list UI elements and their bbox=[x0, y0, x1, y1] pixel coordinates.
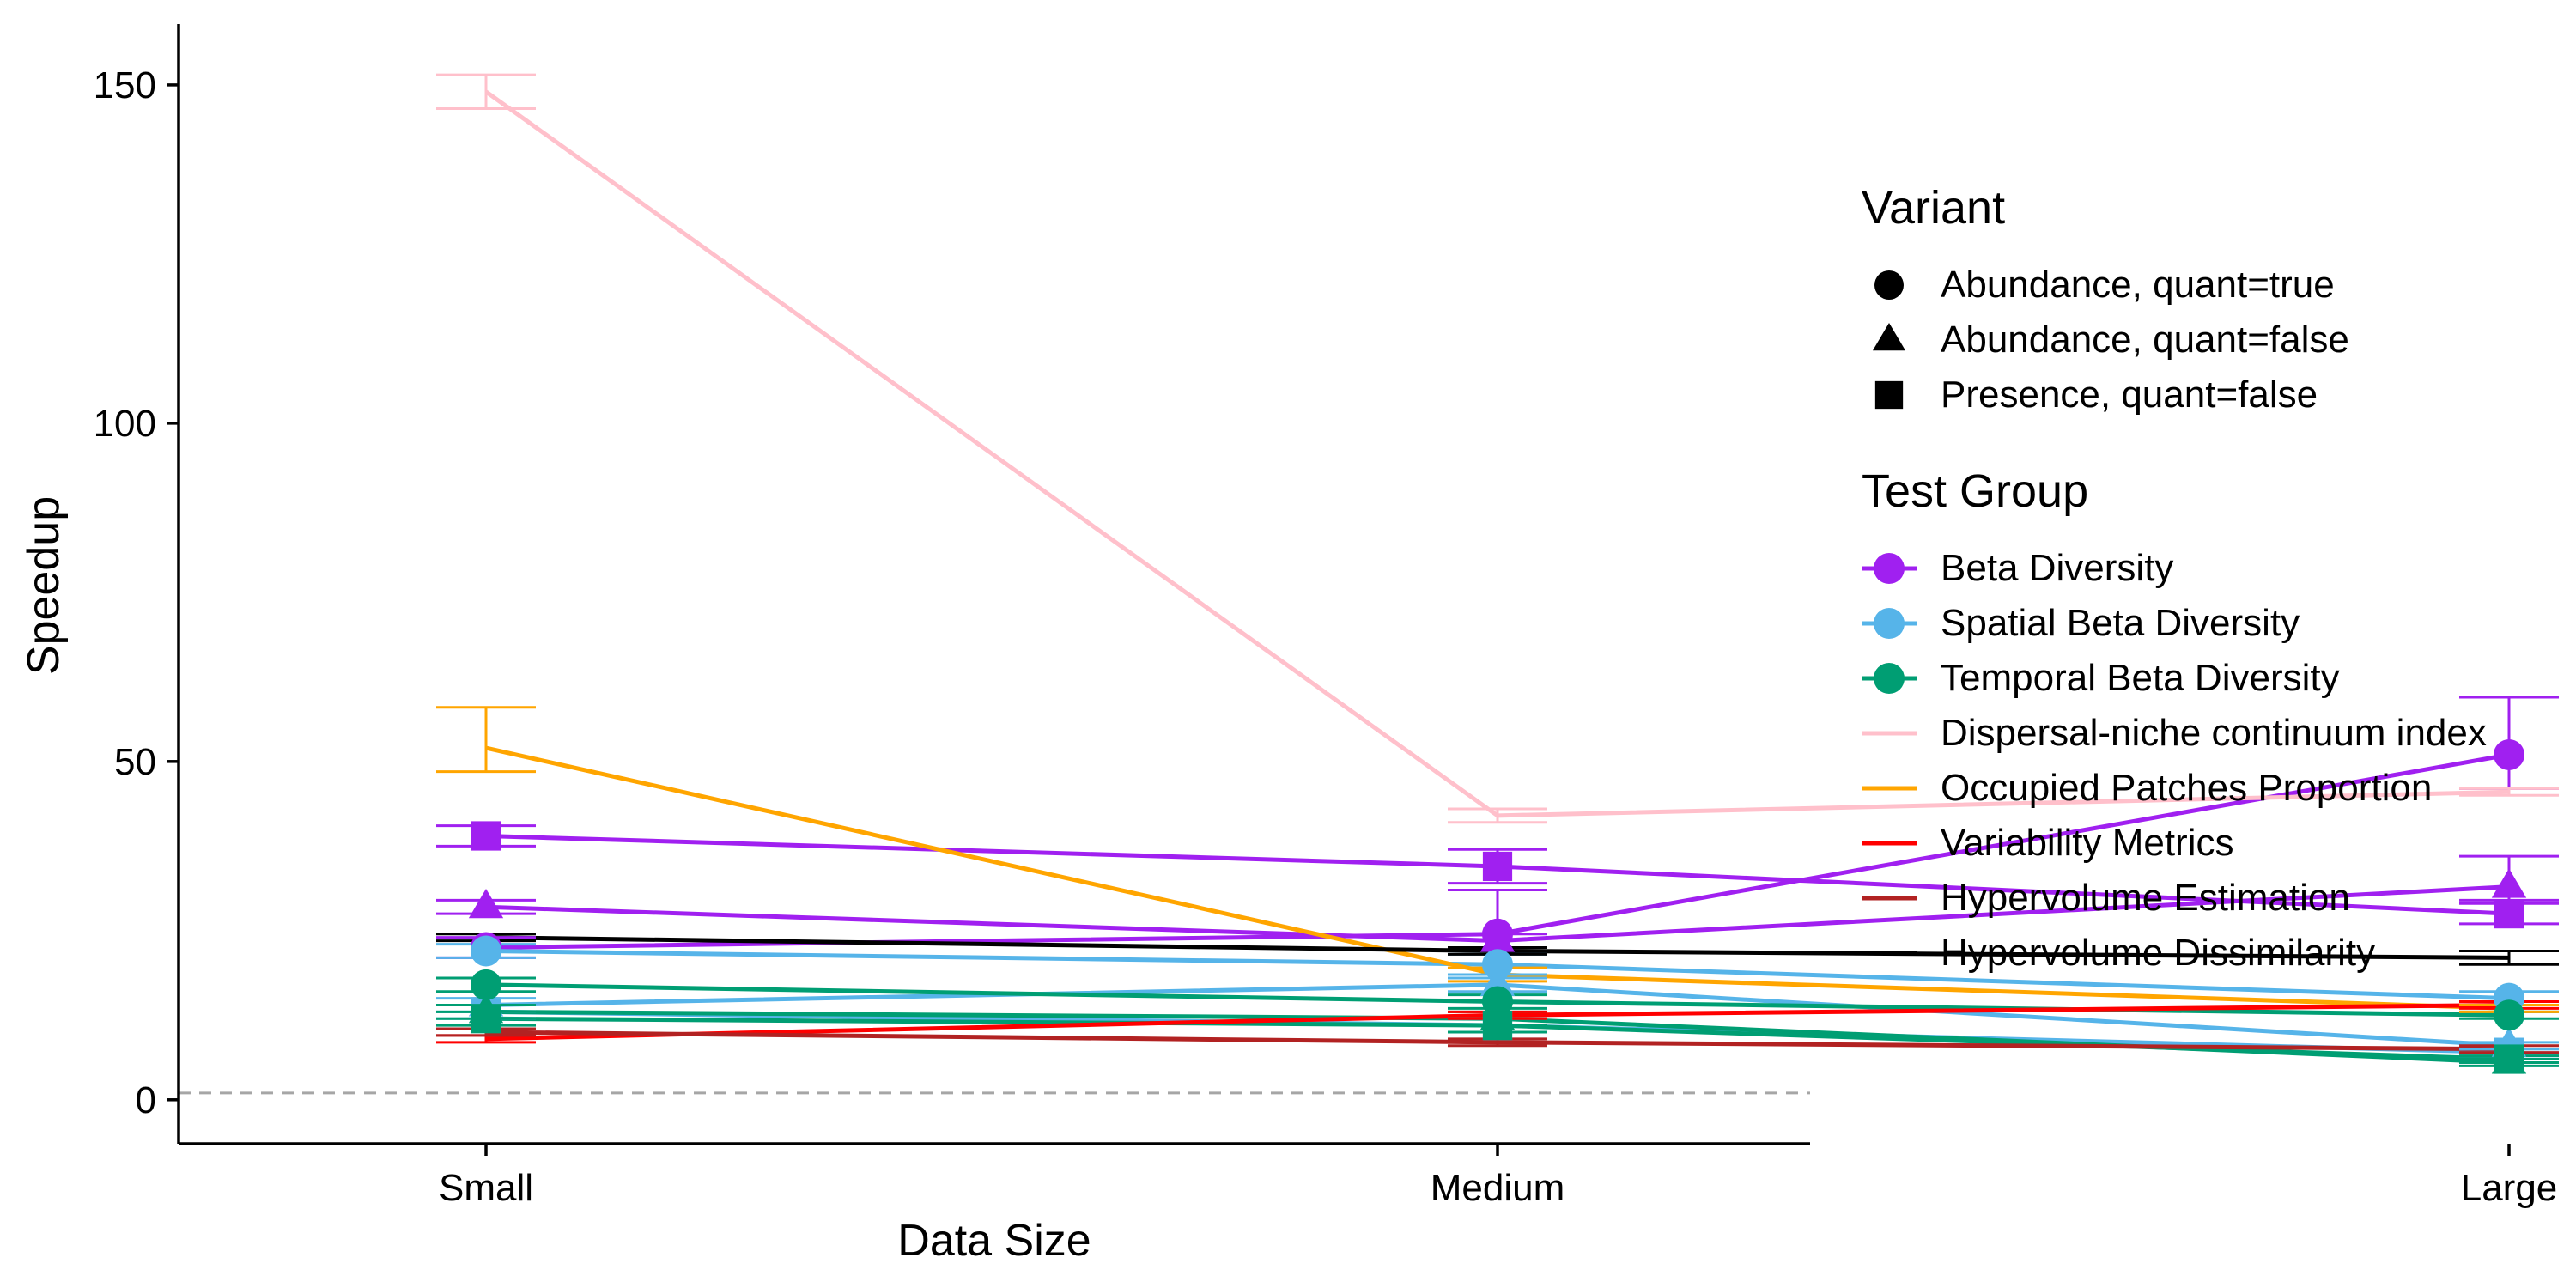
legend-title: Variant bbox=[1862, 182, 2005, 234]
y-tick-label: 150 bbox=[94, 64, 156, 106]
x-ticks: Small Medium Large bbox=[439, 1144, 2557, 1209]
legend-label: Abundance, quant=true bbox=[1941, 264, 2335, 306]
legend-label: Abundance, quant=false bbox=[1941, 319, 2349, 361]
legend-label: Presence, quant=false bbox=[1941, 374, 2318, 416]
x-tick-label: Large bbox=[2461, 1167, 2558, 1209]
legend-title: Test Group bbox=[1862, 465, 2088, 517]
data-point bbox=[2494, 1044, 2524, 1074]
legend-key-point bbox=[1874, 608, 1905, 639]
legend-label: Beta Diversity bbox=[1941, 547, 2173, 589]
legend-label: Spatial Beta Diversity bbox=[1941, 602, 2300, 644]
legend-key-point bbox=[1874, 553, 1905, 584]
data-point bbox=[471, 821, 501, 851]
y-axis-title: Speedup bbox=[19, 496, 69, 675]
legend-label: Hypervolume Dissimilarity bbox=[1941, 932, 2375, 974]
data-point bbox=[2494, 999, 2524, 1031]
legend-key-point bbox=[1874, 663, 1905, 694]
legend-key-shape bbox=[1872, 322, 1906, 351]
data-point bbox=[1482, 851, 1513, 882]
y-tick-label: 50 bbox=[114, 741, 156, 783]
legend-label: Temporal Beta Diversity bbox=[1941, 657, 2340, 699]
data-point bbox=[1479, 966, 1516, 996]
data-point bbox=[1479, 922, 1516, 952]
y-ticks: 0 50 100 150 bbox=[94, 64, 179, 1121]
data-point bbox=[468, 889, 504, 919]
points-layer bbox=[468, 738, 2527, 1074]
data-point bbox=[1482, 949, 1513, 981]
data-point bbox=[471, 969, 501, 1000]
legend-label: Hypervolume Estimation bbox=[1941, 877, 2350, 919]
legend-key-shape bbox=[1874, 270, 1904, 300]
data-point bbox=[471, 1004, 501, 1034]
y-tick-label: 0 bbox=[136, 1079, 156, 1121]
x-tick-label: Small bbox=[439, 1167, 533, 1209]
legend-label: Variability Metrics bbox=[1941, 822, 2233, 864]
data-point bbox=[2494, 738, 2524, 770]
x-axis-title: Data Size bbox=[897, 1216, 1091, 1266]
legend-label: Dispersal-niche continuum index bbox=[1941, 712, 2487, 754]
legend: Variant Abundance, quant=true Abundance, q… bbox=[1862, 182, 2487, 974]
legend-key-shape bbox=[1874, 380, 1904, 410]
axes-layer bbox=[177, 24, 1810, 1145]
data-point bbox=[471, 935, 501, 967]
legend-label: Occupied Patches Proportion bbox=[1941, 767, 2432, 809]
data-point bbox=[2494, 899, 2524, 929]
data-point bbox=[1482, 1011, 1513, 1041]
y-tick-label: 100 bbox=[94, 403, 156, 445]
data-point bbox=[2491, 868, 2527, 898]
x-tick-label: Medium bbox=[1431, 1167, 1565, 1209]
series-line bbox=[484, 89, 2510, 818]
